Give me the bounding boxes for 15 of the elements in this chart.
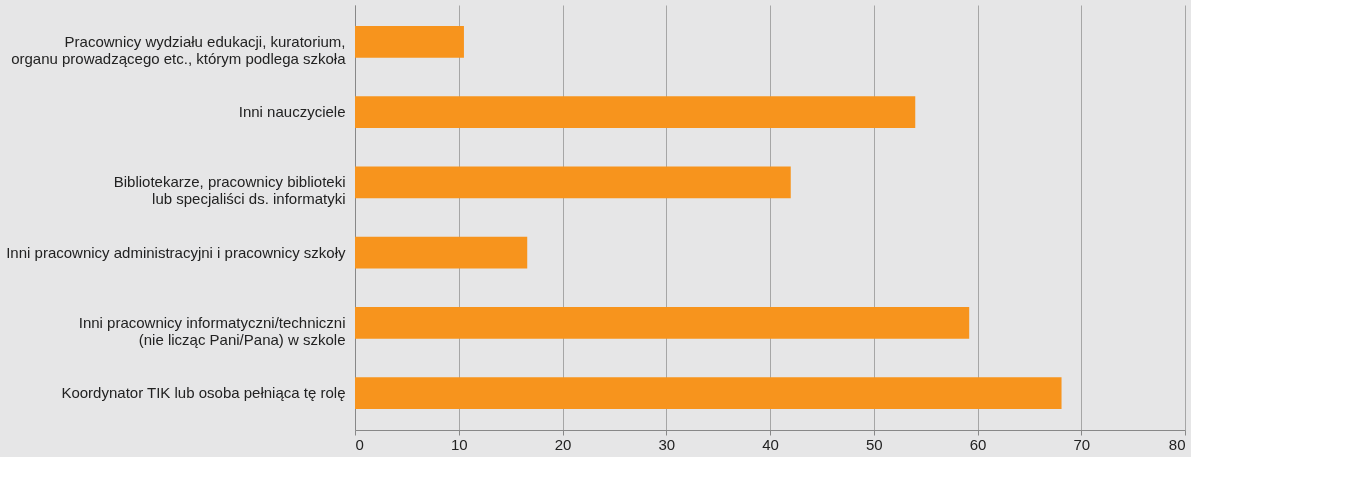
x-tick-label: 70 [1073, 435, 1091, 453]
y-tick-label: Inni pracownicy informatyczni/techniczni (nie licząc Pani/Pana) w szkole [78, 313, 346, 348]
x-tick-label: 60 [969, 435, 987, 453]
x-tick-label: 0 [355, 435, 364, 453]
y-tick-label: Inni pracownicy administracyjni i pracownicy szkoły [6, 243, 346, 261]
x-tick-label: 80 [1168, 435, 1186, 453]
x-tick-label: 20 [554, 435, 572, 453]
x-tick-label: 10 [450, 435, 468, 453]
y-tick-label: Pracownicy wydziału edukacji, kuratorium, organu prowadzącego etc., którym podlega szkoła [11, 32, 347, 67]
y-tick-label: Inni nauczyciele [238, 103, 346, 121]
x-tick-label: 50 [865, 435, 883, 453]
y-tick-label: Bibliotekarze, pracownicy biblioteki lub specjaliści ds. informatyki [113, 173, 346, 208]
x-tick-label: 30 [658, 435, 676, 453]
y-tick-label: Koordynator TIK lub osoba pełniąca tę rolę [61, 384, 346, 402]
x-tick-label: 40 [762, 435, 779, 453]
